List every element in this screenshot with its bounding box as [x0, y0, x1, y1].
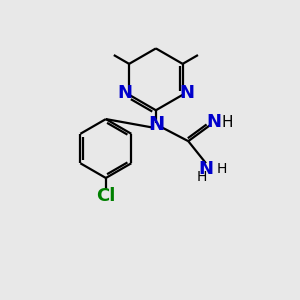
Text: Cl: Cl [96, 187, 116, 205]
Text: N: N [118, 84, 133, 102]
Text: H: H [216, 162, 226, 176]
Text: H: H [196, 170, 207, 184]
Text: N: N [206, 113, 221, 131]
Text: N: N [198, 160, 213, 178]
Text: N: N [148, 116, 164, 134]
Text: H: H [221, 115, 233, 130]
Text: N: N [179, 84, 194, 102]
